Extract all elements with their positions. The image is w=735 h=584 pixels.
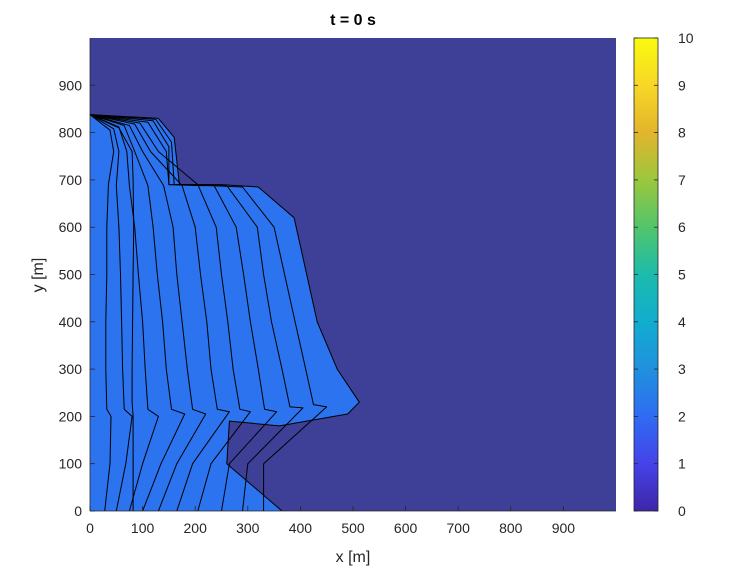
x-tick-label: 600 — [394, 520, 418, 536]
contour-line — [90, 114, 186, 511]
contour-line — [90, 114, 360, 511]
y-axis-label: y [m] — [30, 258, 47, 293]
chart-title: t = 0 s — [330, 12, 376, 29]
x-tick-label: 0 — [86, 520, 94, 536]
contour-line — [90, 114, 278, 511]
x-tick-label: 100 — [131, 520, 155, 536]
contour-line — [90, 114, 304, 511]
colorbar-tick-label: 4 — [678, 314, 686, 330]
contour-line — [90, 114, 133, 511]
x-tick-label: 700 — [447, 520, 471, 536]
x-tick-label: 400 — [289, 520, 313, 536]
colorbar-tick-label: 0 — [678, 503, 686, 519]
colorbar-tick-label: 2 — [678, 408, 686, 424]
colorbar: 0 1 2 3 4 5 6 7 8 9 10 — [633, 30, 694, 519]
contour-line — [90, 114, 230, 511]
plot-area: 0 100 200 300 400 500 600 700 800 900 0 100 200 300 40… — [59, 38, 616, 536]
colorbar-tick-label: 9 — [678, 77, 686, 93]
contour-line — [90, 114, 251, 511]
y-tick-label: 400 — [59, 314, 83, 330]
colorbar-tick-label: 8 — [678, 125, 686, 141]
y-tick-label: 600 — [59, 219, 83, 235]
colorbar-tick-label: 5 — [678, 267, 686, 283]
colorbar-tick-label: 10 — [678, 30, 694, 46]
contour-line — [90, 114, 135, 511]
contour-line — [90, 114, 207, 511]
colorbar-tick-label: 6 — [678, 219, 686, 235]
y-tick-label: 800 — [59, 125, 83, 141]
x-tick-label: 500 — [341, 520, 365, 536]
y-tick-label: 200 — [59, 408, 83, 424]
y-tick-label: 700 — [59, 172, 83, 188]
colorbar-tick-label: 1 — [678, 456, 686, 472]
colorbar-tick-label: 3 — [678, 361, 686, 377]
y-tick-label: 500 — [59, 267, 83, 283]
contour-line — [90, 114, 159, 511]
x-tick-label: 200 — [184, 520, 208, 536]
contour-line — [90, 114, 115, 511]
y-tick-label: 300 — [59, 361, 83, 377]
y-tick-label: 100 — [59, 456, 83, 472]
x-tick-label: 900 — [552, 520, 576, 536]
colorbar-tick-label: 7 — [678, 172, 686, 188]
y-tick-label: 0 — [74, 503, 82, 519]
contour-line — [90, 114, 328, 511]
x-axis-label: x [m] — [336, 549, 371, 566]
y-tick-label: 900 — [59, 77, 83, 93]
x-tick-label: 300 — [236, 520, 260, 536]
flow-region — [90, 114, 360, 511]
x-tick-label: 800 — [499, 520, 523, 536]
